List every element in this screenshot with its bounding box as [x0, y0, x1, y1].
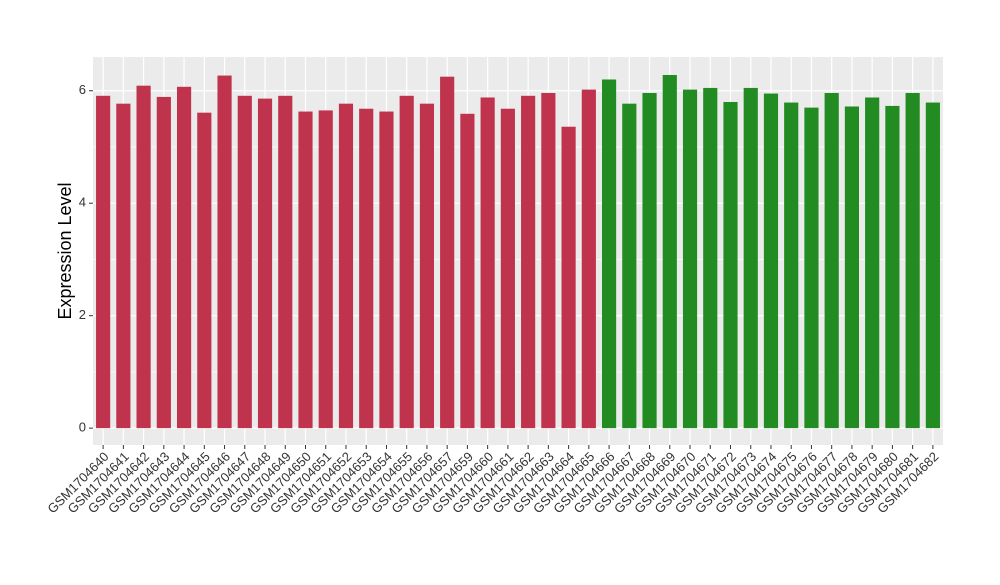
bar [561, 126, 576, 429]
bar [804, 107, 819, 429]
bar [885, 105, 900, 429]
bar [844, 106, 860, 429]
bar [156, 96, 171, 429]
bar [419, 103, 435, 429]
bar [642, 92, 657, 429]
y-tick-label: 0 [79, 420, 86, 435]
bar [460, 113, 475, 429]
bar [581, 89, 596, 429]
bar [925, 102, 940, 429]
y-tick-label: 4 [79, 195, 86, 210]
bar [379, 111, 394, 429]
bar [116, 103, 131, 429]
bar [601, 79, 617, 429]
bar [824, 92, 839, 429]
bar [440, 76, 455, 429]
bar [763, 93, 779, 429]
bar [480, 97, 495, 429]
bar [197, 112, 212, 429]
bar [176, 86, 192, 429]
bar [905, 92, 920, 429]
bar [682, 89, 698, 429]
bar [136, 85, 151, 429]
bar [257, 98, 273, 429]
bar [784, 102, 799, 429]
y-tick-label: 6 [79, 82, 86, 97]
bar [500, 108, 515, 429]
bar [622, 103, 637, 429]
bar [237, 95, 252, 429]
y-axis-label: Expression Level [55, 182, 75, 319]
bar [96, 95, 111, 429]
bar [541, 92, 556, 429]
bar [521, 95, 536, 429]
y-tick-label: 2 [79, 307, 86, 322]
bar [703, 87, 718, 429]
bar [743, 87, 758, 429]
bar [298, 111, 313, 429]
bar [662, 74, 677, 429]
bar [217, 75, 232, 429]
bar [338, 103, 354, 429]
panel [93, 57, 943, 445]
bar [359, 108, 374, 429]
bar [865, 97, 880, 429]
bar [723, 101, 738, 429]
bar [278, 95, 293, 429]
bar [318, 110, 333, 429]
bar [399, 95, 414, 429]
